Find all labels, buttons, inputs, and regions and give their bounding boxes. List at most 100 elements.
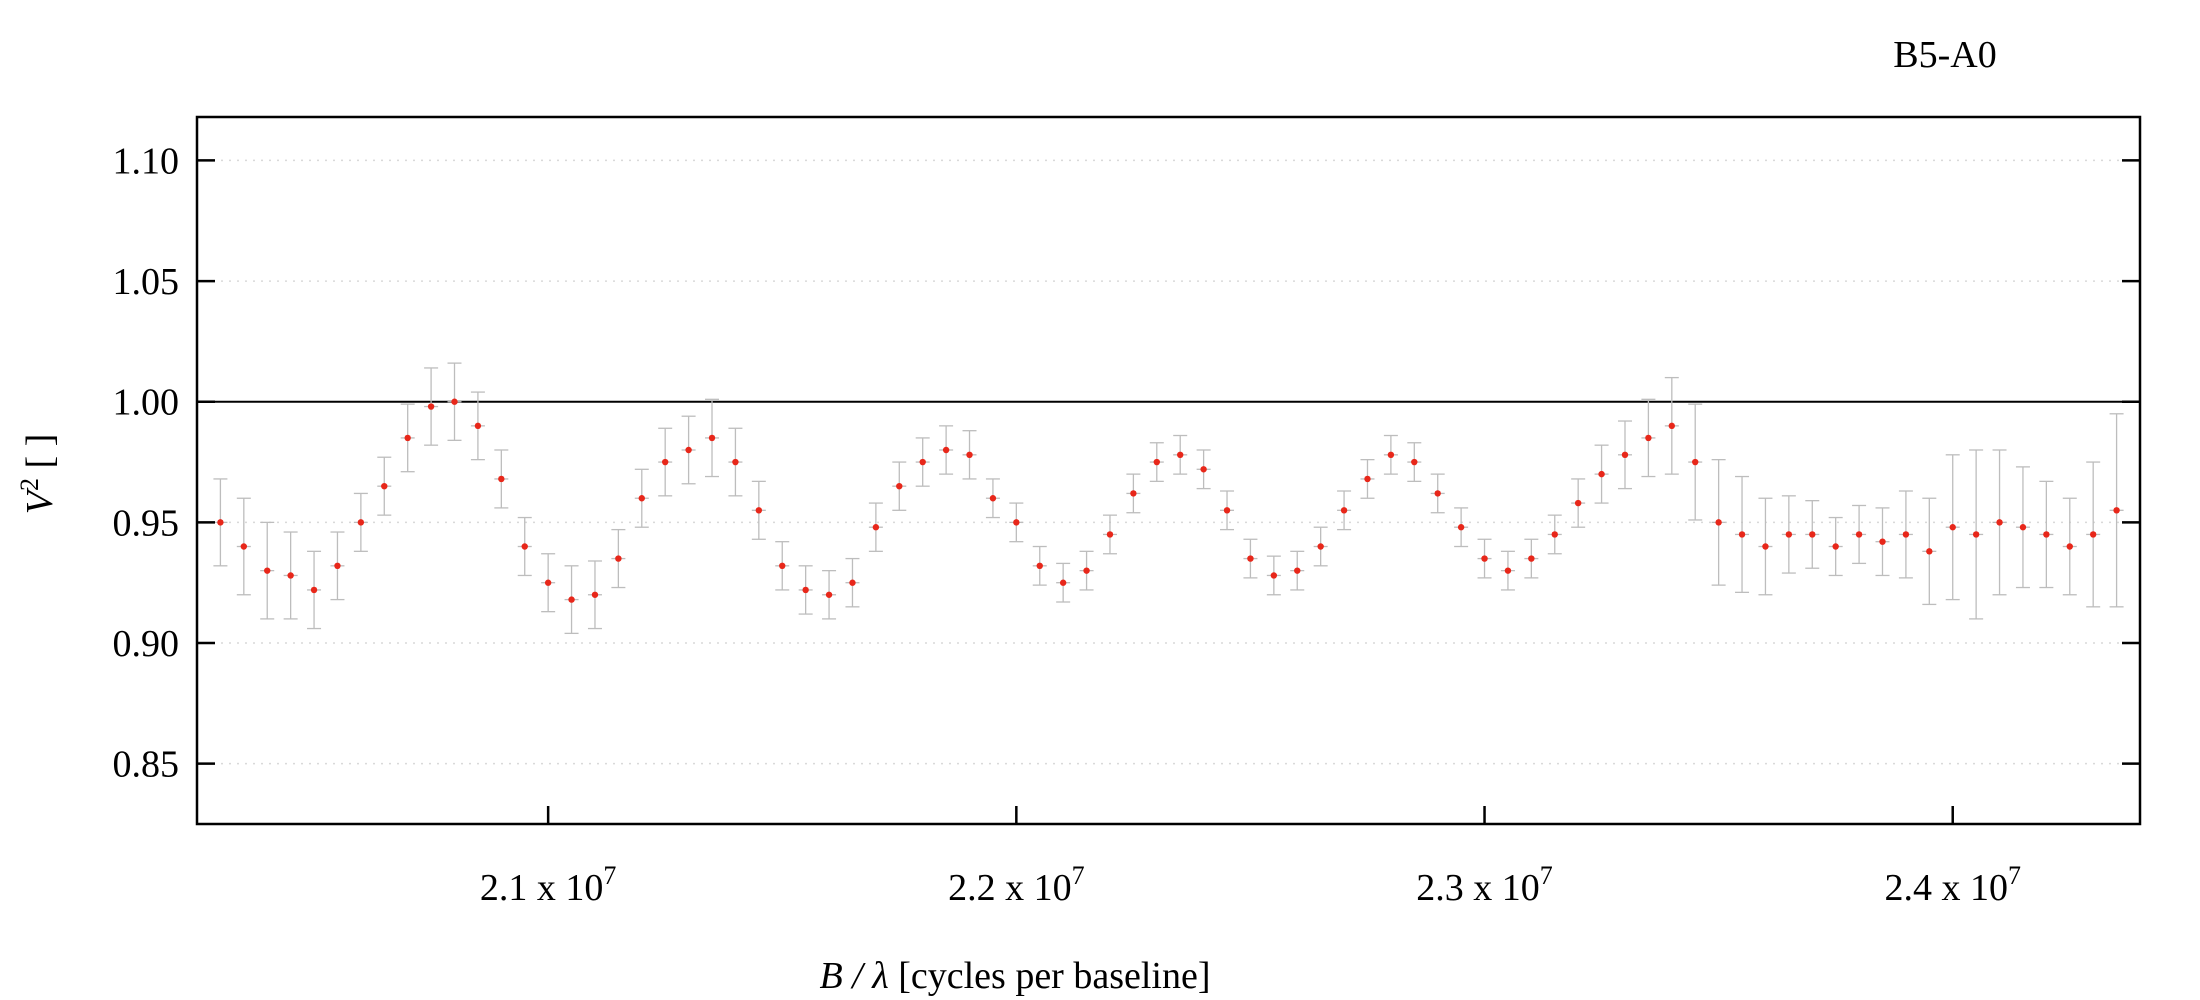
data-point-62 [1668, 422, 1676, 430]
data-point-27 [849, 579, 856, 586]
data-point-24 [779, 562, 786, 570]
data-point-45 [1270, 572, 1278, 579]
data-point-28 [872, 524, 880, 531]
data-point-43 [1223, 507, 1231, 514]
data-point-33 [989, 495, 997, 502]
data-point-67 [1785, 531, 1793, 538]
data-point-26 [825, 591, 833, 598]
data-point-63 [1692, 458, 1699, 466]
data-point-55 [1504, 567, 1512, 574]
plot-frame [195, 115, 2142, 826]
x-tick-label-2: 2.3 x 107 [1416, 861, 1553, 909]
data-point-44 [1247, 555, 1254, 562]
y-axis-label-italic: V [19, 487, 61, 514]
data-point-46 [1294, 567, 1301, 574]
y-axis-label-rest: [ ] [19, 434, 61, 478]
data-point-25 [802, 586, 809, 594]
data-point-35 [1036, 562, 1043, 570]
y-tick-label-1: 0.90 [113, 623, 180, 665]
data-point-65 [1738, 531, 1746, 538]
x-tick-label-0: 2.1 x 107 [480, 861, 617, 909]
data-point-52 [1434, 490, 1441, 497]
data-point-64 [1715, 519, 1722, 526]
data-point-68 [1809, 531, 1816, 538]
y-tick-label-0: 0.85 [113, 744, 180, 786]
data-point-49 [1364, 475, 1371, 483]
data-point-3 [287, 572, 294, 579]
data-point-77 [2019, 524, 2027, 531]
data-point-53 [1457, 524, 1465, 531]
data-point-69 [1832, 543, 1839, 550]
data-point-12 [498, 475, 505, 483]
data-point-39 [1130, 490, 1137, 497]
data-point-4 [310, 586, 318, 594]
data-point-74 [1949, 524, 1956, 531]
data-point-7 [381, 482, 388, 490]
y-axis-ticks: 0.85 0.90 0.95 1.00 1.05 1.10 [113, 140, 2140, 786]
data-point-14 [544, 579, 552, 586]
data-point-41 [1177, 451, 1184, 459]
data-point-71 [1879, 538, 1886, 545]
data-point-73 [1926, 548, 1933, 555]
y-axis-label: V2 [ ] [15, 434, 61, 515]
data-point-76 [1996, 519, 2003, 526]
data-point-1 [240, 543, 248, 550]
data-point-22 [732, 458, 739, 466]
data-point-72 [1902, 531, 1910, 538]
y-tick-label-3: 1.00 [113, 382, 180, 424]
x-axis-label-rest: [cycles per baseline] [889, 955, 1211, 997]
data-point-56 [1528, 555, 1535, 562]
data-point-54 [1481, 555, 1488, 562]
data-point-58 [1574, 499, 1582, 507]
data-point-37 [1083, 567, 1090, 574]
x-axis-label-italic: B / λ [819, 955, 888, 997]
data-point-42 [1200, 466, 1207, 473]
data-point-17 [615, 555, 622, 562]
data-points [217, 398, 2120, 603]
data-point-11 [474, 422, 482, 430]
data-point-20 [685, 446, 692, 454]
data-point-36 [1059, 579, 1067, 586]
data-point-30 [919, 458, 926, 466]
x-axis-ticks: 2.1 x 107 2.2 x 107 2.3 x 107 2.4 x 107 [480, 806, 2021, 909]
chart-title: B5-A0 [1893, 34, 1996, 76]
data-point-40 [1153, 458, 1160, 466]
y-axis-label-sup: 2 [15, 478, 44, 491]
data-point-81 [2113, 507, 2120, 514]
y-tick-label-5: 1.10 [113, 140, 180, 182]
data-point-66 [1762, 543, 1769, 550]
data-point-6 [357, 519, 365, 526]
grid-lines [197, 159, 2140, 765]
x-tick-label-1: 2.2 x 107 [948, 861, 1085, 909]
data-point-8 [404, 434, 411, 442]
data-point-51 [1411, 458, 1418, 466]
error-bars [213, 362, 2124, 635]
data-point-50 [1387, 451, 1395, 459]
data-point-31 [942, 446, 950, 454]
data-point-10 [451, 398, 458, 405]
data-point-48 [1340, 507, 1348, 514]
data-point-21 [708, 434, 716, 442]
data-point-47 [1317, 543, 1324, 550]
x-tick-label-3: 2.4 x 107 [1884, 861, 2021, 909]
y-tick-label-2: 0.95 [113, 502, 180, 544]
data-point-75 [1972, 531, 1980, 538]
data-point-0 [217, 519, 224, 526]
data-point-79 [2066, 543, 2073, 550]
data-point-80 [2089, 531, 2097, 538]
data-point-34 [1013, 519, 1020, 526]
data-point-15 [568, 596, 575, 603]
data-point-29 [896, 482, 903, 490]
data-point-61 [1645, 434, 1652, 442]
data-point-16 [591, 591, 599, 598]
data-point-57 [1551, 531, 1558, 538]
data-point-2 [264, 567, 271, 574]
data-point-18 [638, 495, 645, 502]
data-point-70 [1855, 531, 1863, 538]
data-point-9 [427, 403, 435, 410]
data-point-19 [661, 458, 669, 466]
data-point-38 [1106, 531, 1114, 538]
data-point-32 [966, 451, 973, 459]
data-point-13 [521, 543, 528, 550]
data-point-78 [2043, 531, 2050, 538]
